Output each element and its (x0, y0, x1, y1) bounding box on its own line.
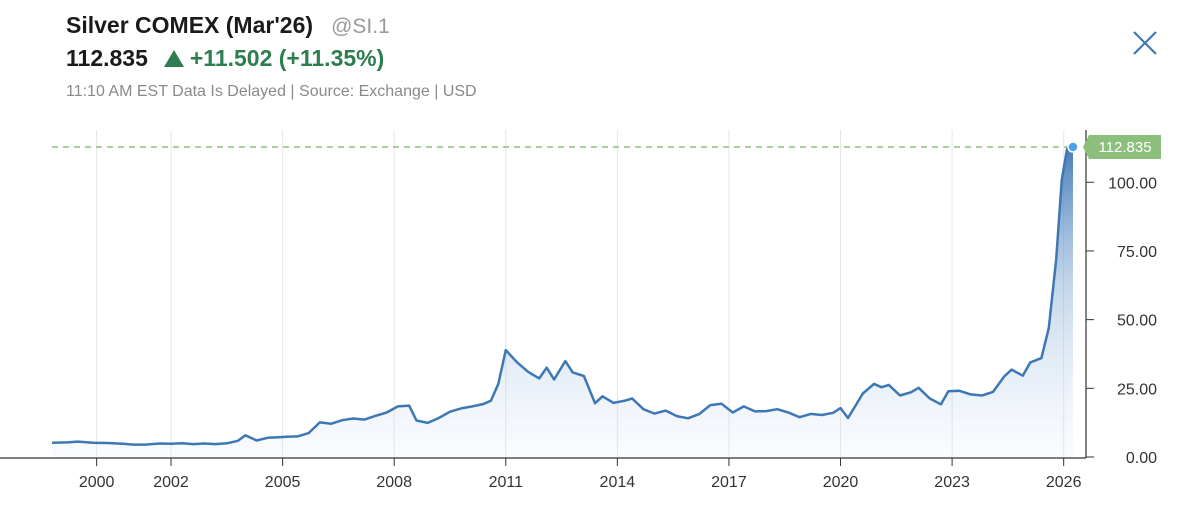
axes: 2000 2002 2005 2008 2011 2014 2017 2020 2023 2026… (0, 130, 1157, 491)
x-tick-label: 2000 (79, 474, 115, 491)
series-area (52, 147, 1073, 457)
instrument-title: Silver COMEX (Mar'26) (66, 12, 314, 38)
price-row: 112.835 +11.502 (+11.35%) (66, 45, 477, 72)
x-tick-label: 2005 (265, 474, 301, 491)
last-value-flag (1083, 135, 1161, 159)
x-tick-label: 2026 (1046, 474, 1082, 491)
triangle-up-icon (163, 50, 184, 67)
x-tick-label: 2023 (934, 474, 970, 491)
close-icon (1133, 31, 1157, 55)
marker-layer: 112.835 (52, 135, 1161, 159)
last-point (1067, 141, 1079, 153)
y-tick-label: 100.00 (1108, 175, 1157, 192)
y-tick-label: 0.00 (1126, 450, 1157, 467)
instrument-symbol: @SI.1 (331, 15, 390, 38)
y-tick-label: 50.00 (1117, 313, 1157, 330)
x-tick-label: 2011 (489, 474, 524, 491)
quote-meta: 11:10 AM EST Data Is Delayed | Source: E… (66, 83, 477, 100)
x-tick-label: 2008 (376, 474, 412, 491)
x-tick-label: 2020 (823, 474, 859, 491)
last-price: 112.835 (66, 45, 148, 71)
last-value-label: 112.835 (1098, 139, 1151, 156)
y-tick-label: 75.00 (1117, 244, 1157, 261)
line-layer (51, 145, 1073, 446)
title-row: Silver COMEX (Mar'26) @SI.1 (66, 12, 477, 39)
x-tick-label: 2002 (153, 474, 189, 491)
price-change: +11.502 (+11.35%) (189, 45, 385, 71)
x-tick-label: 2017 (711, 474, 747, 491)
area-layer (52, 147, 1073, 457)
quote-header: Silver COMEX (Mar'26) @SI.1 112.835 +11.… (66, 12, 477, 101)
y-tick-label: 25.00 (1117, 381, 1157, 398)
x-tick-label: 2014 (600, 474, 636, 491)
close-button[interactable] (1130, 28, 1160, 58)
series-line (51, 145, 1073, 446)
